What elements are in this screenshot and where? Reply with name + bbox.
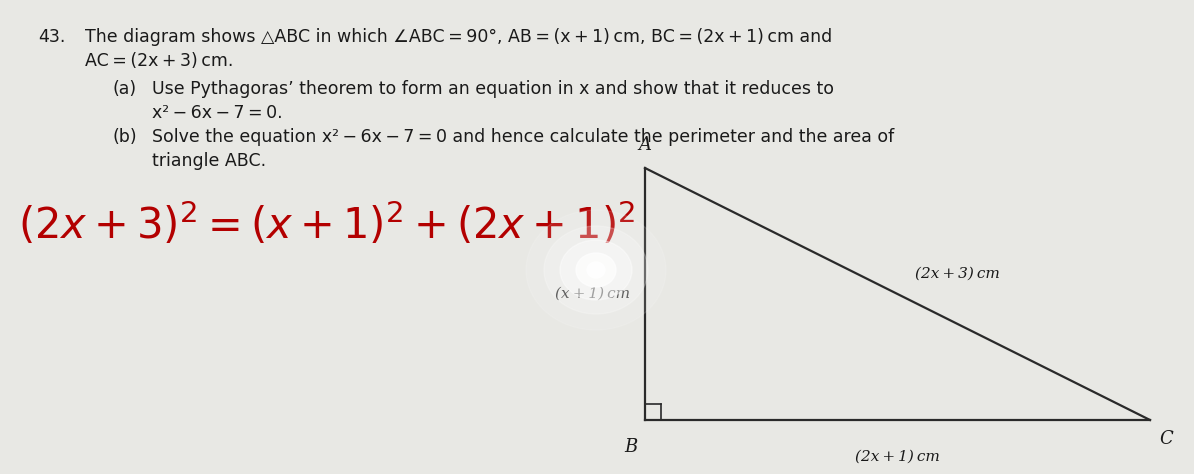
Text: B: B (624, 438, 638, 456)
Ellipse shape (576, 253, 616, 287)
Text: C: C (1159, 430, 1173, 448)
Text: (b): (b) (112, 128, 136, 146)
Text: AC = (2x + 3) cm.: AC = (2x + 3) cm. (85, 52, 233, 70)
Text: The diagram shows △ABC in which ∠ABC = 90°, AB = (x + 1) cm, BC = (2x + 1) cm an: The diagram shows △ABC in which ∠ABC = 9… (85, 28, 832, 46)
Text: triangle ABC.: triangle ABC. (152, 152, 266, 170)
Text: (2x + 1) cm: (2x + 1) cm (855, 450, 940, 464)
Ellipse shape (587, 262, 605, 278)
Text: Use Pythagoras’ theorem to form an equation in x and show that it reduces to: Use Pythagoras’ theorem to form an equat… (152, 80, 833, 98)
Text: (2x + 3) cm: (2x + 3) cm (915, 267, 999, 281)
Text: Solve the equation x² − 6x − 7 = 0 and hence calculate the perimeter and the are: Solve the equation x² − 6x − 7 = 0 and h… (152, 128, 894, 146)
Ellipse shape (544, 226, 648, 314)
Text: (x + 1) cm: (x + 1) cm (555, 287, 630, 301)
Text: 43.: 43. (38, 28, 66, 46)
Text: (a): (a) (112, 80, 136, 98)
Ellipse shape (527, 210, 666, 330)
Text: x² − 6x − 7 = 0.: x² − 6x − 7 = 0. (152, 104, 283, 122)
Text: $(2x+3)^2 = (x+1)^2 + (2x+1)^2$: $(2x+3)^2 = (x+1)^2 + (2x+1)^2$ (18, 200, 635, 247)
Text: A: A (639, 136, 652, 154)
Ellipse shape (560, 240, 632, 300)
